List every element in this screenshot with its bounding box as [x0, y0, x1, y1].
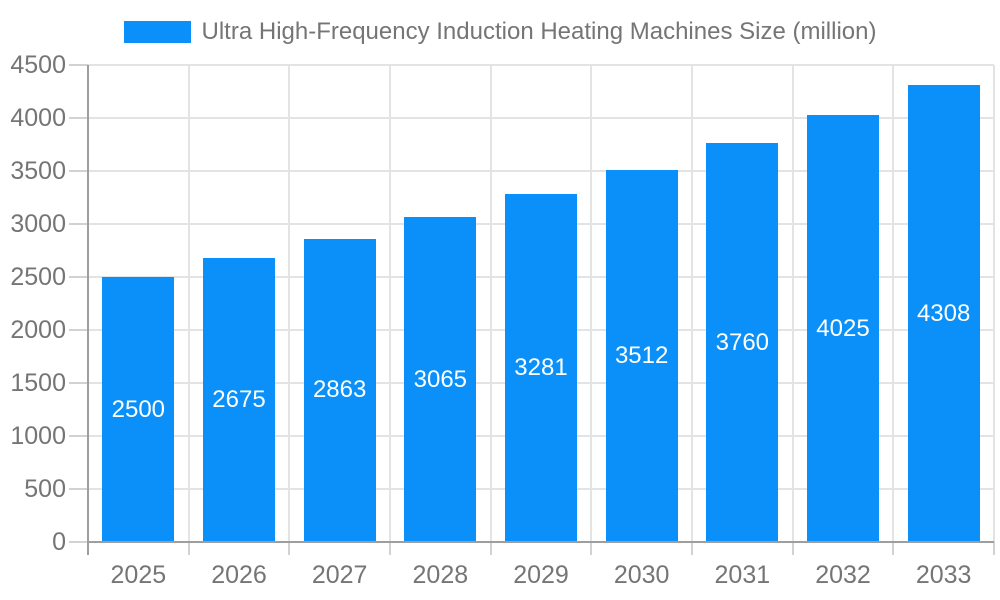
x-axis-tick	[691, 542, 693, 555]
gridline-h	[88, 64, 994, 66]
bar-value-label: 2675	[212, 386, 266, 414]
x-axis-tick	[389, 542, 391, 555]
bar-2027[interactable]	[303, 238, 376, 542]
legend-swatch	[123, 21, 191, 43]
bar-2033[interactable]	[907, 85, 980, 542]
y-axis-label: 1500	[10, 369, 66, 397]
gridline-v	[892, 65, 895, 542]
x-axis-tick	[993, 542, 995, 555]
bar-value-label: 3512	[614, 341, 669, 369]
y-axis-tick	[69, 276, 88, 278]
y-axis-tick	[69, 223, 88, 225]
y-axis-tick	[69, 170, 88, 172]
y-axis-label: 0	[52, 528, 66, 556]
y-axis-label: 3000	[10, 210, 66, 238]
gridline-v	[590, 65, 593, 542]
x-axis-label: 2030	[613, 561, 670, 589]
y-axis-tick	[69, 488, 88, 490]
gridline-v	[288, 65, 291, 542]
x-axis-label: 2033	[915, 561, 972, 589]
y-axis-label: 4000	[10, 104, 66, 132]
y-axis-tick	[69, 64, 88, 66]
bar-value-label: 2863	[312, 376, 367, 404]
bar-value-label: 3065	[413, 365, 468, 393]
x-axis-tick	[187, 542, 190, 555]
gridline-h	[88, 170, 994, 172]
y-axis-tick	[69, 435, 88, 437]
x-axis-tick	[489, 542, 492, 555]
x-axis-line	[88, 541, 994, 543]
x-axis-label: 2029	[513, 561, 569, 589]
y-axis-tick	[69, 117, 88, 119]
bar-value-label: 4308	[916, 299, 971, 327]
y-axis-tick	[69, 382, 88, 384]
plot-area: 0 500 1000 1500 2000 2500 3000 3500 4000 4500 2500…	[10, 51, 995, 589]
x-axis-label: 2027	[311, 561, 368, 589]
bar-2029[interactable]	[505, 194, 577, 542]
bar-2025[interactable]	[102, 277, 175, 542]
x-axis-label: 2031	[714, 561, 771, 589]
y-axis-label: 3500	[10, 157, 66, 185]
y-axis-tick	[69, 541, 88, 543]
bar-value-label: 2500	[111, 395, 166, 423]
bar-value-label: 3281	[514, 354, 568, 382]
x-axis-label: 2028	[412, 561, 469, 589]
gridline-v	[993, 65, 995, 542]
gridline-h	[88, 117, 994, 119]
bar-2031[interactable]	[706, 143, 779, 542]
legend-label: Ultra High-Frequency Induction Heating M…	[201, 18, 877, 45]
gridline-v	[187, 65, 190, 542]
x-axis-label: 2032	[815, 561, 871, 589]
x-axis-tick	[892, 542, 895, 555]
x-axis-tick	[288, 542, 291, 555]
y-axis-label: 2000	[10, 316, 66, 344]
y-axis-label: 1000	[10, 422, 66, 450]
bar-value-label: 3760	[715, 328, 770, 356]
x-axis-tick	[791, 542, 794, 555]
y-axis-label: 500	[24, 475, 66, 503]
x-axis-label: 2025	[110, 561, 167, 589]
gridline-v	[691, 65, 693, 542]
legend[interactable]: Ultra High-Frequency Induction Heating M…	[0, 18, 1000, 46]
x-axis-label: 2026	[211, 561, 267, 589]
y-axis-tick	[69, 329, 88, 331]
bar-2028[interactable]	[404, 217, 477, 542]
y-axis-label: 2500	[10, 263, 66, 291]
x-axis-tick	[590, 542, 593, 555]
y-axis-label: 4500	[10, 51, 66, 79]
bar-2026[interactable]	[203, 258, 275, 542]
y-axis-line	[87, 65, 89, 555]
bar-2032[interactable]	[807, 115, 879, 542]
bar-value-label: 4025	[816, 314, 870, 342]
gridline-v	[389, 65, 391, 542]
gridline-v	[489, 65, 492, 542]
gridline-v	[791, 65, 794, 542]
bar-2030[interactable]	[605, 169, 678, 542]
